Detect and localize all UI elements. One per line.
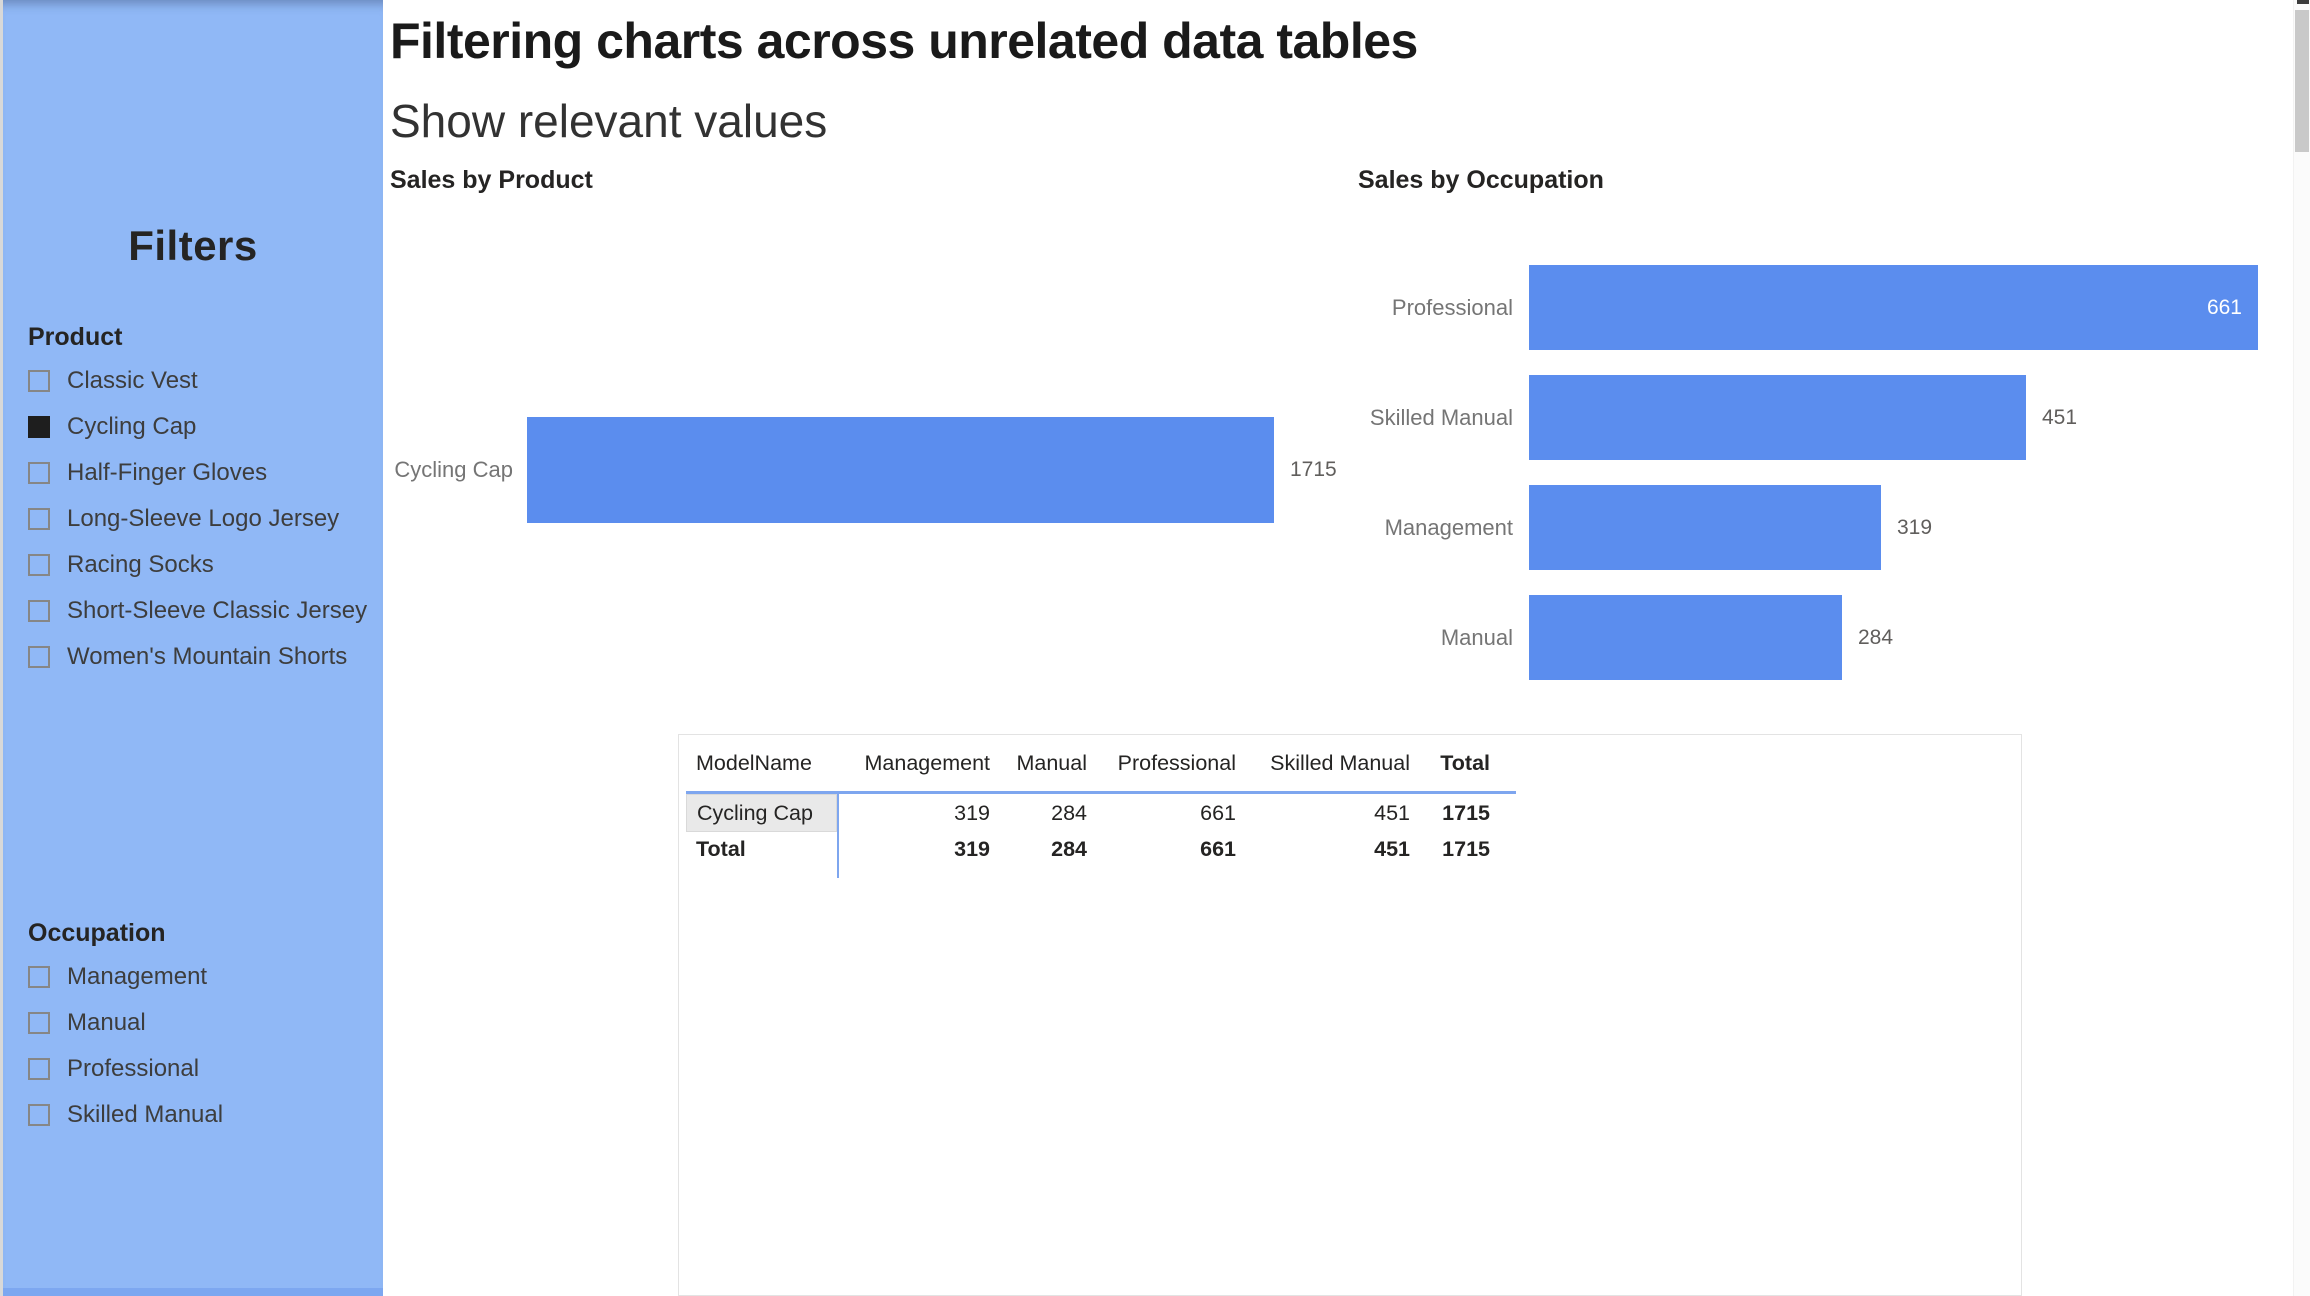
value-label-cycling-cap: 1715 (1290, 458, 1337, 481)
checkbox-label[interactable]: Skilled Manual (67, 1101, 224, 1128)
filter-item-short-sleeve-classic-jersey[interactable]: Short-Sleeve Classic Jersey (28, 588, 373, 634)
value-label-management: 319 (1897, 515, 1933, 539)
checkbox-half-finger-gloves[interactable] (28, 462, 50, 484)
bar-row-management: Management 319 (1358, 485, 2308, 570)
filter-section-label-product: Product (28, 323, 123, 351)
cell-total-professional[interactable]: 661 (1200, 836, 1236, 861)
filter-item-women-s-mountain-shorts[interactable]: Women's Mountain Shorts (28, 634, 373, 680)
column-header-total[interactable]: Total (1440, 750, 1490, 775)
bar-management[interactable] (1529, 485, 1881, 570)
bar-track: 661 (1529, 265, 2308, 350)
row-header-total[interactable]: Total (696, 836, 746, 861)
filter-item-professional[interactable]: Professional (28, 1046, 373, 1092)
checkbox-label[interactable]: Half-Finger Gloves (67, 459, 268, 486)
filter-section-label-occupation: Occupation (28, 919, 166, 947)
category-label-professional: Professional (1391, 294, 1513, 320)
bar-row-skilled-manual: Skilled Manual 451 (1358, 375, 2308, 460)
filter-item-half-finger-gloves[interactable]: Half-Finger Gloves (28, 450, 373, 496)
bar-skilled-manual[interactable] (1529, 375, 2026, 460)
column-header-professional[interactable]: Professional (1117, 750, 1236, 775)
column-header-skilled-manual[interactable]: Skilled Manual (1270, 750, 1410, 775)
bar-track: 451 (1529, 375, 2308, 460)
window-left-edge (0, 0, 3, 1296)
checkbox-classic-vest[interactable] (28, 370, 50, 392)
checkbox-women-s-mountain-shorts[interactable] (28, 646, 50, 668)
row-header-cycling-cap[interactable]: Cycling Cap (686, 794, 837, 832)
bar-track: 1715 (527, 417, 1350, 523)
sidebar-bottom-edge (3, 1288, 383, 1296)
value-label-professional: 661 (2206, 295, 2242, 319)
cell-cycling-cap-management[interactable]: 319 (954, 800, 990, 825)
sales-matrix-card: ModelName Management Manual Professional Ski… (678, 734, 2022, 1296)
filters-panel-title: Filters (128, 222, 258, 269)
sales-by-occupation-chart: Professional 661 Skilled Manual 451 Manageme… (1358, 265, 2308, 705)
value-label-manual: 284 (1858, 625, 1894, 649)
table-row-cycling-cap: Cycling Cap 319 284 661 451 1715 (686, 794, 1516, 832)
cell-total-management[interactable]: 319 (954, 836, 990, 861)
checkbox-management[interactable] (28, 966, 50, 988)
cell-cycling-cap-skilled-manual[interactable]: 451 (1374, 800, 1410, 825)
filter-section-occupation: Occupation Management Manual Professional Sk… (28, 913, 373, 1138)
filter-item-manual[interactable]: Manual (28, 1000, 373, 1046)
bar-manual[interactable] (1529, 595, 1842, 680)
cell-cycling-cap-total[interactable]: 1715 (1442, 800, 1490, 825)
cell-cycling-cap-manual[interactable]: 284 (1051, 800, 1087, 825)
checkbox-professional[interactable] (28, 1058, 50, 1080)
checkbox-label[interactable]: Racing Socks (67, 551, 214, 578)
checkbox-label[interactable]: Women's Mountain Shorts (67, 643, 348, 670)
filter-item-racing-socks[interactable]: Racing Socks (28, 542, 373, 588)
page-title: Filtering charts across unrelated data t… (390, 13, 1418, 69)
filter-item-classic-vest[interactable]: Classic Vest (28, 358, 373, 404)
matrix-row-header-divider (837, 794, 839, 878)
bar-track: 319 (1529, 485, 2308, 570)
column-header-modelname[interactable]: ModelName (696, 750, 812, 775)
filters-panel: Filters Product Classic Vest Cycling Cap Ha… (3, 0, 383, 1296)
checkbox-label[interactable]: Long-Sleeve Logo Jersey (67, 505, 340, 532)
scrollbar-thumb[interactable] (2295, 10, 2309, 152)
bar-row-cycling-cap: Cycling Cap 1715 (390, 417, 1350, 523)
bar-professional[interactable] (1529, 265, 2258, 350)
sales-by-product-chart: Cycling Cap 1715 (390, 417, 1350, 523)
checkbox-short-sleeve-classic-jersey[interactable] (28, 600, 50, 622)
table-row-total: Total 319 284 661 451 1715 (686, 832, 1516, 866)
cell-total-skilled-manual[interactable]: 451 (1374, 836, 1410, 861)
checkbox-label[interactable]: Management (67, 963, 208, 990)
filter-item-management[interactable]: Management (28, 954, 373, 1000)
checkbox-manual[interactable] (28, 1012, 50, 1034)
category-label-cycling-cap: Cycling Cap (394, 457, 513, 482)
chart-title-sales-by-occupation: Sales by Occupation (1358, 166, 1604, 194)
checkbox-long-sleeve-logo-jersey[interactable] (28, 508, 50, 530)
category-label-skilled-manual: Skilled Manual (1369, 404, 1513, 430)
checkbox-cycling-cap-checked[interactable] (28, 416, 50, 438)
scrollbar-arrow-artifact (2297, 0, 2309, 4)
bar-row-manual: Manual 284 (1358, 595, 2308, 680)
value-label-skilled-manual: 451 (2042, 405, 2078, 429)
bar-cycling-cap[interactable] (527, 417, 1274, 523)
category-label-manual: Manual (1440, 624, 1513, 650)
chart-title-sales-by-product: Sales by Product (390, 166, 593, 194)
cell-total-total[interactable]: 1715 (1442, 836, 1490, 861)
cell-total-manual[interactable]: 284 (1051, 836, 1087, 861)
category-label-management: Management (1384, 514, 1513, 540)
vertical-scrollbar[interactable] (2293, 0, 2310, 1296)
sales-matrix-table: ModelName Management Manual Professional Ski… (686, 735, 1516, 866)
checkbox-label[interactable]: Manual (67, 1009, 146, 1036)
filter-item-skilled-manual[interactable]: Skilled Manual (28, 1092, 373, 1138)
filter-section-product: Product Classic Vest Cycling Cap Half-Finge… (28, 317, 373, 680)
column-header-manual[interactable]: Manual (1016, 750, 1087, 775)
bar-row-professional: Professional 661 (1358, 265, 2308, 350)
checkbox-label[interactable]: Classic Vest (67, 367, 198, 394)
cell-cycling-cap-professional[interactable]: 661 (1200, 800, 1236, 825)
checkbox-label[interactable]: Short-Sleeve Classic Jersey (67, 597, 368, 624)
checkbox-label[interactable]: Professional (67, 1055, 200, 1082)
filter-item-long-sleeve-logo-jersey[interactable]: Long-Sleeve Logo Jersey (28, 496, 373, 542)
matrix-header-row: ModelName Management Manual Professional Ski… (686, 735, 1516, 794)
filter-item-cycling-cap[interactable]: Cycling Cap (28, 404, 373, 450)
page-subtitle: Show relevant values (390, 95, 828, 147)
checkbox-skilled-manual[interactable] (28, 1104, 50, 1126)
column-header-management[interactable]: Management (864, 750, 991, 775)
checkbox-label[interactable]: Cycling Cap (67, 413, 197, 440)
bar-track: 284 (1529, 595, 2308, 680)
checkbox-racing-socks[interactable] (28, 554, 50, 576)
